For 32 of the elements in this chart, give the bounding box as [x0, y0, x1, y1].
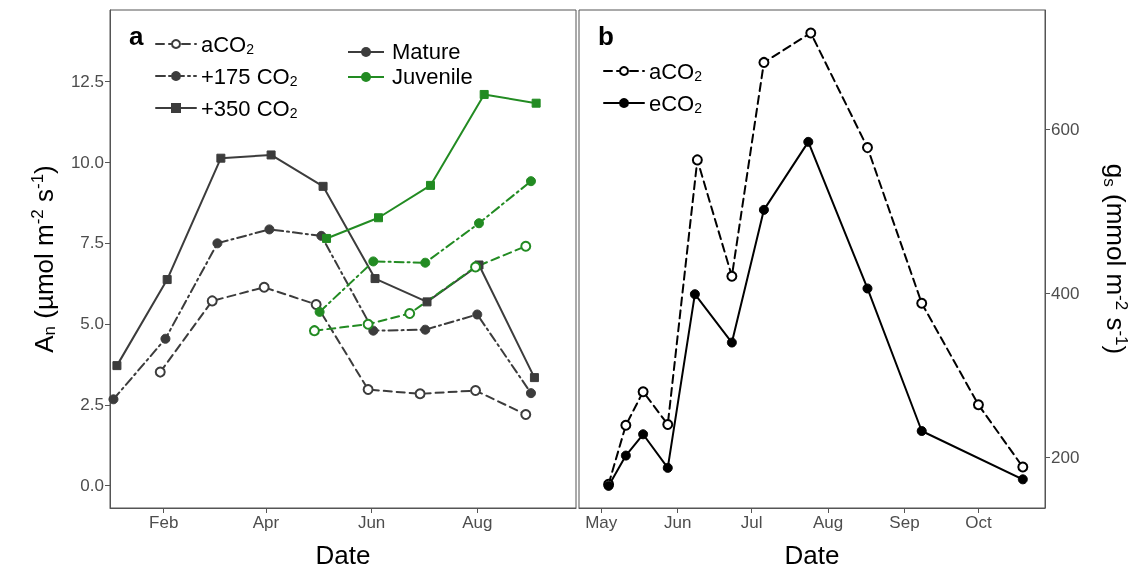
y-tick-label: 7.5 — [80, 233, 104, 253]
annotation: Juvenile — [392, 64, 473, 90]
legend-label: +175 CO2 — [201, 63, 298, 89]
legend-label: +350 CO2 — [201, 95, 298, 121]
x-axis-title: Date — [315, 540, 371, 570]
x-axis-title: Date — [784, 540, 840, 570]
y-tick-label: 12.5 — [70, 71, 104, 91]
x-tick-label: Jun — [357, 513, 386, 532]
y-tick-label: 10.0 — [70, 152, 104, 172]
x-tick-label: Aug — [462, 513, 493, 532]
x-tick-label: Jun — [663, 513, 692, 532]
text: b — [598, 21, 614, 51]
y-tick-label: 0.0 — [80, 476, 104, 496]
y-tick-label: 2.5 — [80, 395, 104, 415]
x-tick-label: Aug — [812, 513, 844, 532]
y2-tick-label: 600 — [1051, 120, 1080, 140]
y-axis-title: An (µmol m-2 s-1) — [28, 165, 59, 353]
legend-label: aCO2 — [201, 31, 255, 57]
legend-label: eCO2 — [649, 90, 703, 116]
y2-tick-label: 200 — [1051, 447, 1080, 467]
annotation: Mature — [392, 39, 461, 65]
x-tick-label: May — [585, 513, 618, 532]
x-tick-label: Oct — [965, 513, 992, 532]
y-tick-label: 5.0 — [80, 314, 104, 334]
x-tick-label: Jul — [740, 513, 763, 532]
x-tick-label: Feb — [149, 513, 179, 532]
x-tick-label: Sep — [889, 513, 920, 532]
legend-label: aCO2 — [649, 58, 703, 84]
x-tick-label: Apr — [252, 513, 280, 532]
y2-axis-title: gs (mmol m-2 s-1) — [1100, 163, 1131, 355]
y2-tick-label: 400 — [1051, 283, 1080, 303]
chart-title: a — [129, 21, 144, 51]
